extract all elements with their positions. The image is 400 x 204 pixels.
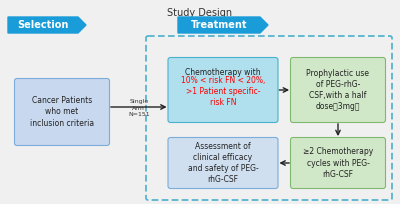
FancyBboxPatch shape [168, 137, 278, 188]
Polygon shape [178, 17, 268, 33]
FancyBboxPatch shape [290, 137, 386, 188]
Text: Arm: Arm [132, 106, 145, 112]
Text: Cancer Patients
who met
inclusion criteria: Cancer Patients who met inclusion criter… [30, 96, 94, 128]
FancyBboxPatch shape [14, 79, 110, 145]
Text: Treatment: Treatment [191, 20, 247, 30]
Text: ≥2 Chemotherapy
cycles with PEG-
rhG-CSF: ≥2 Chemotherapy cycles with PEG- rhG-CSF [303, 147, 373, 178]
Text: Selection: Selection [17, 20, 69, 30]
Text: Chemotherapy with: Chemotherapy with [185, 68, 261, 77]
Text: 10% < risk FN < 20%,
>1 Patient specific-
risk FN: 10% < risk FN < 20%, >1 Patient specific… [181, 76, 265, 107]
Text: Single: Single [129, 100, 148, 104]
Text: Prophylactic use
of PEG-rhG-
CSF,with a half
dose（3mg）: Prophylactic use of PEG-rhG- CSF,with a … [306, 69, 370, 111]
FancyBboxPatch shape [168, 58, 278, 122]
Text: Study Design: Study Design [168, 8, 232, 18]
FancyBboxPatch shape [290, 58, 386, 122]
Text: N=151: N=151 [128, 112, 150, 118]
Polygon shape [8, 17, 86, 33]
Text: Assessment of
clinical efficacy
and safety of PEG-
rhG-CSF: Assessment of clinical efficacy and safe… [188, 142, 258, 184]
